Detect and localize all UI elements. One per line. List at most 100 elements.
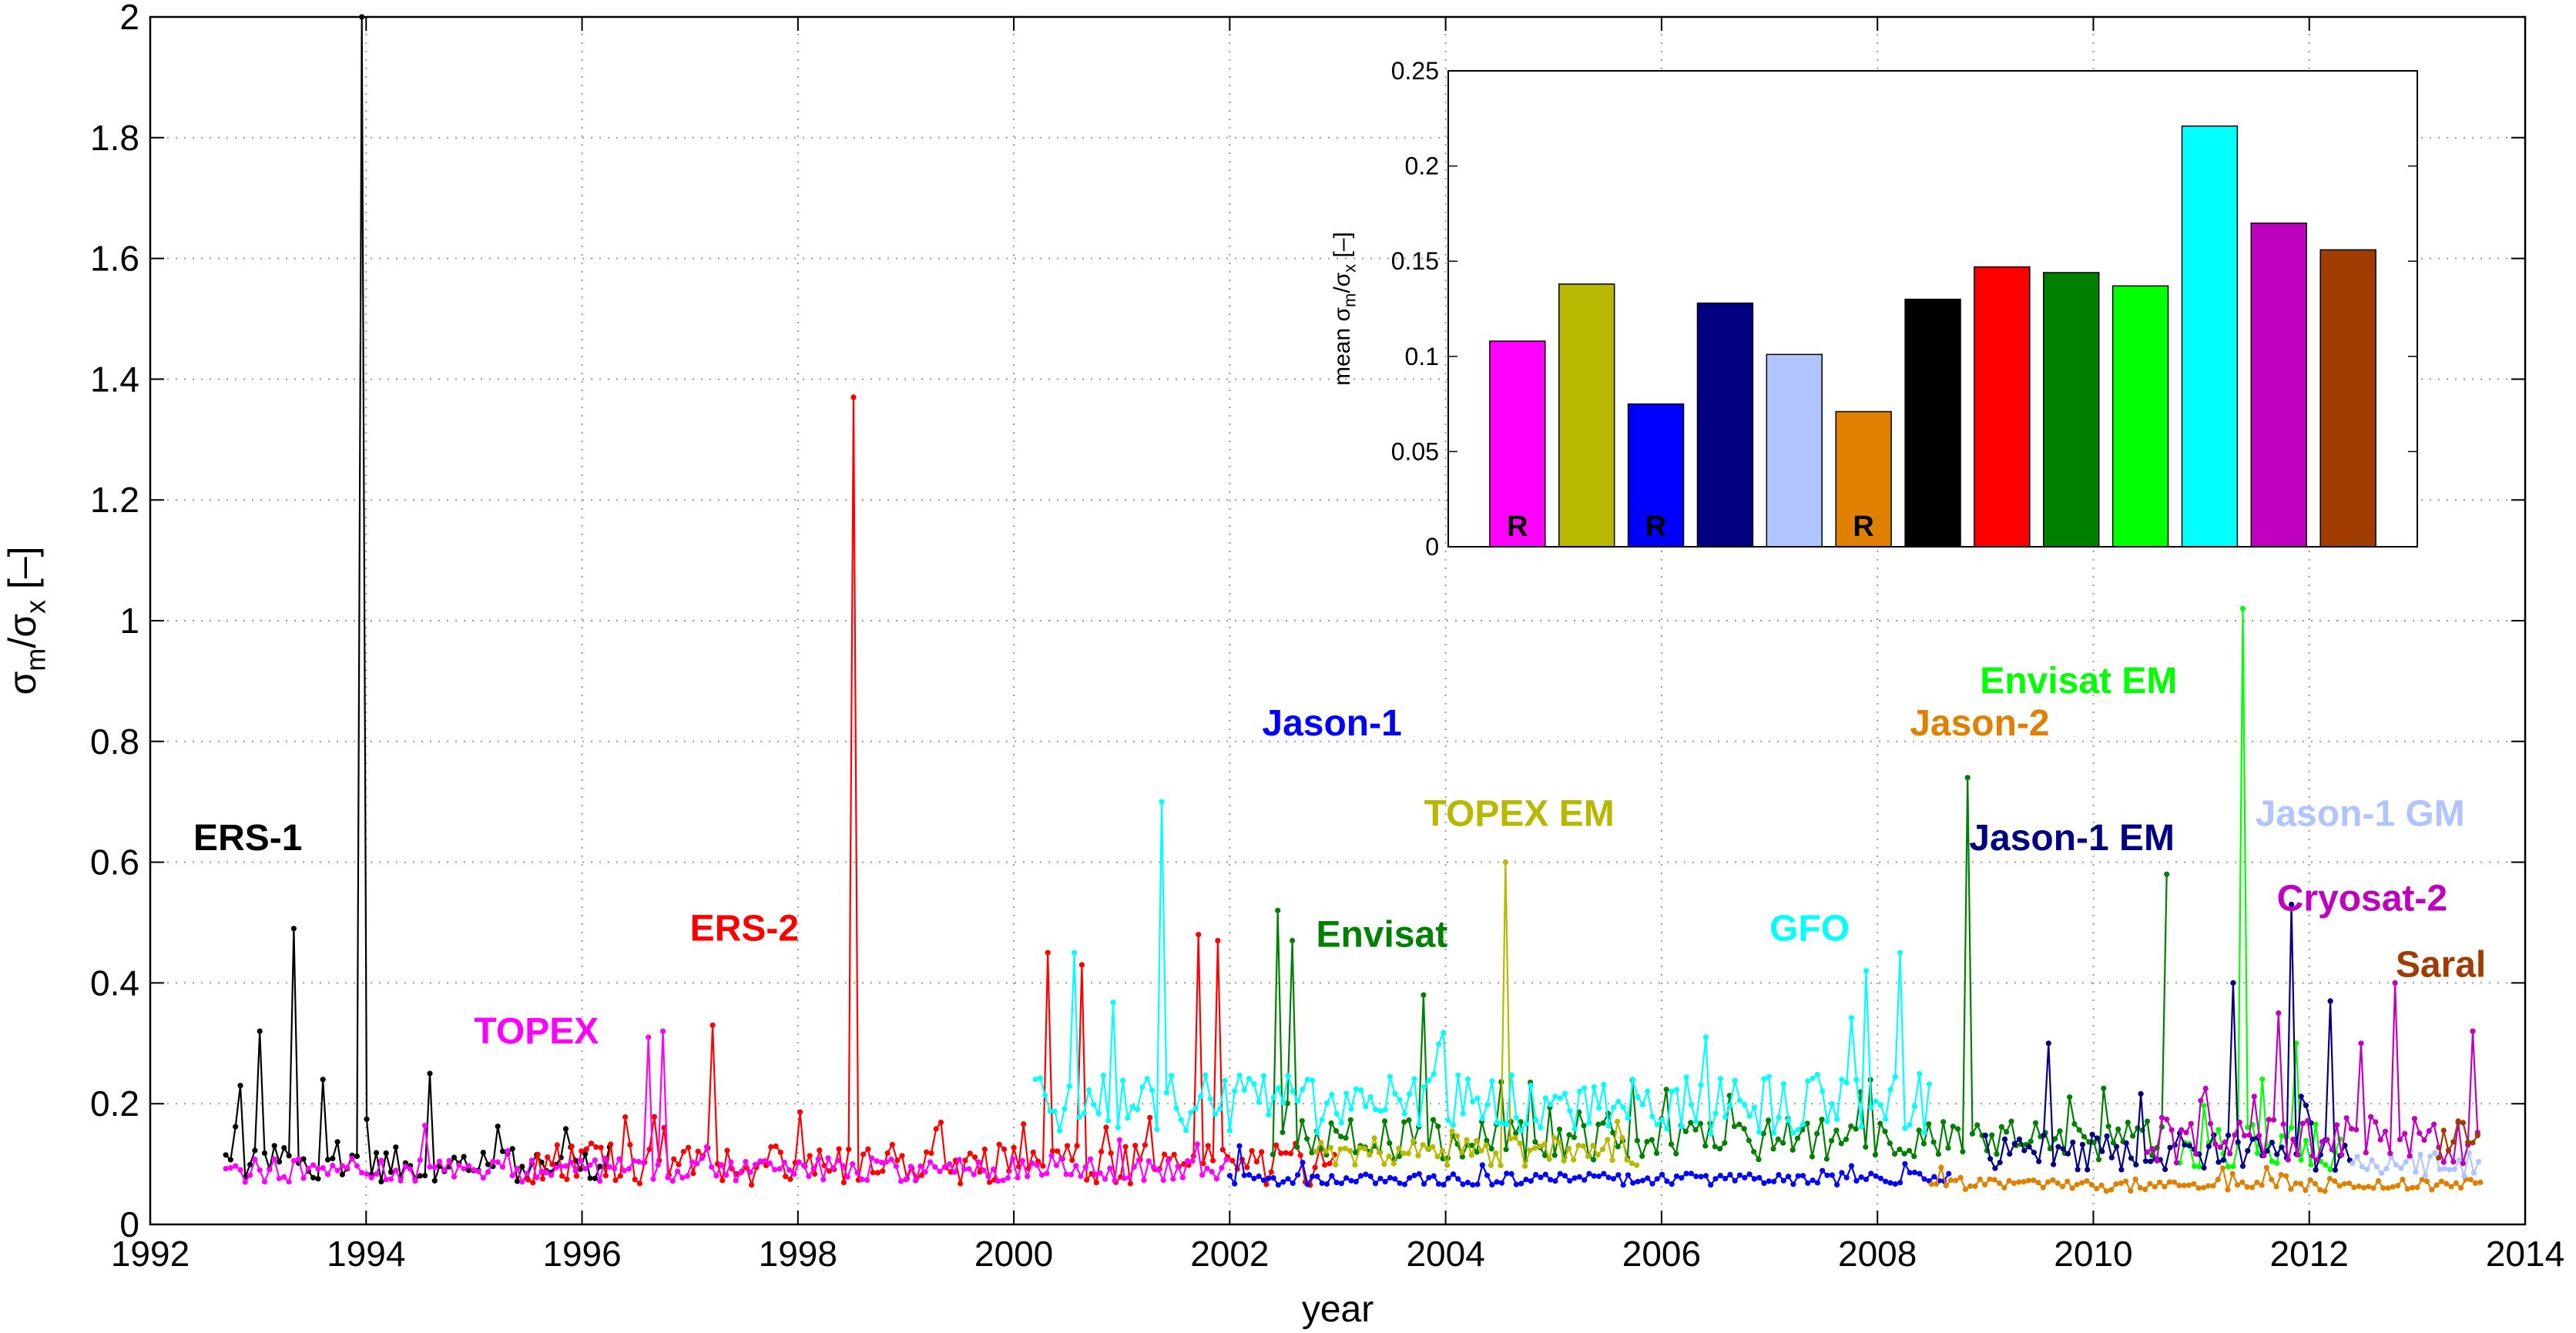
data-point [894,1157,901,1164]
data-point [2225,1164,2232,1170]
data-point [1470,1098,1476,1104]
data-point [2322,1188,2328,1194]
data-point [1756,1174,1763,1181]
data-point [257,1028,263,1034]
data-point [1873,1173,1879,1179]
data-point [1284,1100,1290,1107]
data-point [2070,1139,2076,1145]
data-point [1333,1110,1340,1117]
data-point [1188,1110,1194,1116]
data-point [1048,1153,1055,1159]
data-point [568,1159,574,1166]
data-point [846,1146,852,1153]
data-point [364,1171,370,1177]
data-point [1887,1087,1893,1093]
data-point [1902,1125,1908,1131]
data-point [874,1170,881,1176]
data-point [1372,1107,1379,1113]
data-point [1263,1181,1270,1187]
data-point [2298,1157,2304,1163]
data-point [1950,1124,1956,1130]
data-point [2293,1180,2299,1187]
data-point [1868,1104,1874,1110]
data-point [2195,1185,2202,1191]
data-point [2249,1136,2256,1142]
data-point [2191,1181,2197,1187]
data-point [2064,1178,2071,1184]
data-point [728,1159,734,1165]
data-point [1192,1105,1199,1111]
data-point [810,1165,817,1172]
data-point [1102,1176,1109,1182]
data-point [1527,1147,1533,1154]
data-point [1639,1101,1645,1107]
data-point [669,1178,676,1184]
data-point [2128,1187,2134,1194]
data-point [577,1157,584,1164]
data-point [2164,1117,2170,1123]
label-saral: Saral [2396,945,2486,986]
data-point [1260,1073,1267,1079]
data-point [1445,1117,1451,1124]
data-point [826,1168,833,1174]
data-point [621,1167,627,1174]
data-point [1285,1073,1291,1079]
data-point [2172,1179,2178,1185]
data-point [1887,1180,1893,1186]
data-point [1776,1171,1782,1178]
data-point [783,1174,789,1180]
data-point [1581,1123,1587,1129]
data-point [412,1178,418,1184]
data-point [1278,1150,1284,1157]
data-point [2474,1132,2480,1138]
data-point [1367,1094,1374,1100]
data-point [1556,1139,1562,1146]
data-point [1498,1180,1505,1186]
data-point [1222,1077,1228,1083]
y-axis-label-part: x [1340,264,1360,273]
data-point [1546,1156,1552,1162]
data-point [626,1166,632,1172]
data-point [2307,1177,2313,1183]
data-point [1474,1137,1480,1144]
data-point [1688,1102,1694,1108]
data-point [2427,1154,2433,1160]
data-point [261,1150,268,1156]
data-point [1299,1118,1305,1124]
data-point [850,1161,856,1167]
data-point [1581,1085,1588,1091]
data-point [1717,1173,1723,1179]
data-point [1848,1015,1855,1021]
data-point [276,1159,283,1165]
data-point [2157,1179,2163,1185]
data-point [1625,1115,1632,1121]
data-point [1285,1176,1291,1182]
data-point [1843,1174,1850,1181]
data-point [2393,1162,2400,1168]
data-point [2398,1165,2404,1171]
data-point [2181,1182,2187,1188]
data-point [562,1126,569,1132]
data-point [1717,1076,1723,1082]
data-point [1253,1159,1259,1165]
label-cryosat-2: Cryosat-2 [2277,878,2447,919]
data-point [1381,1161,1387,1167]
data-point [549,1161,555,1167]
data-point [1518,1127,1524,1134]
data-point [1897,1180,1903,1186]
data-point [320,1077,326,1083]
data-point [752,1161,759,1167]
inset-y-tick-label: 0.05 [1391,437,1439,465]
data-point [315,1166,321,1172]
data-point [2138,1090,2144,1097]
series-jason-1-em [1982,901,2353,1173]
data-point [1513,1181,1519,1187]
data-point [743,1158,749,1165]
data-point [1478,1147,1484,1154]
data-point [2055,1144,2061,1150]
data-point [2353,1127,2360,1133]
data-point [1548,1101,1554,1107]
data-point [1266,1112,1272,1118]
data-point [1766,1117,1772,1124]
data-point [1411,1076,1417,1082]
